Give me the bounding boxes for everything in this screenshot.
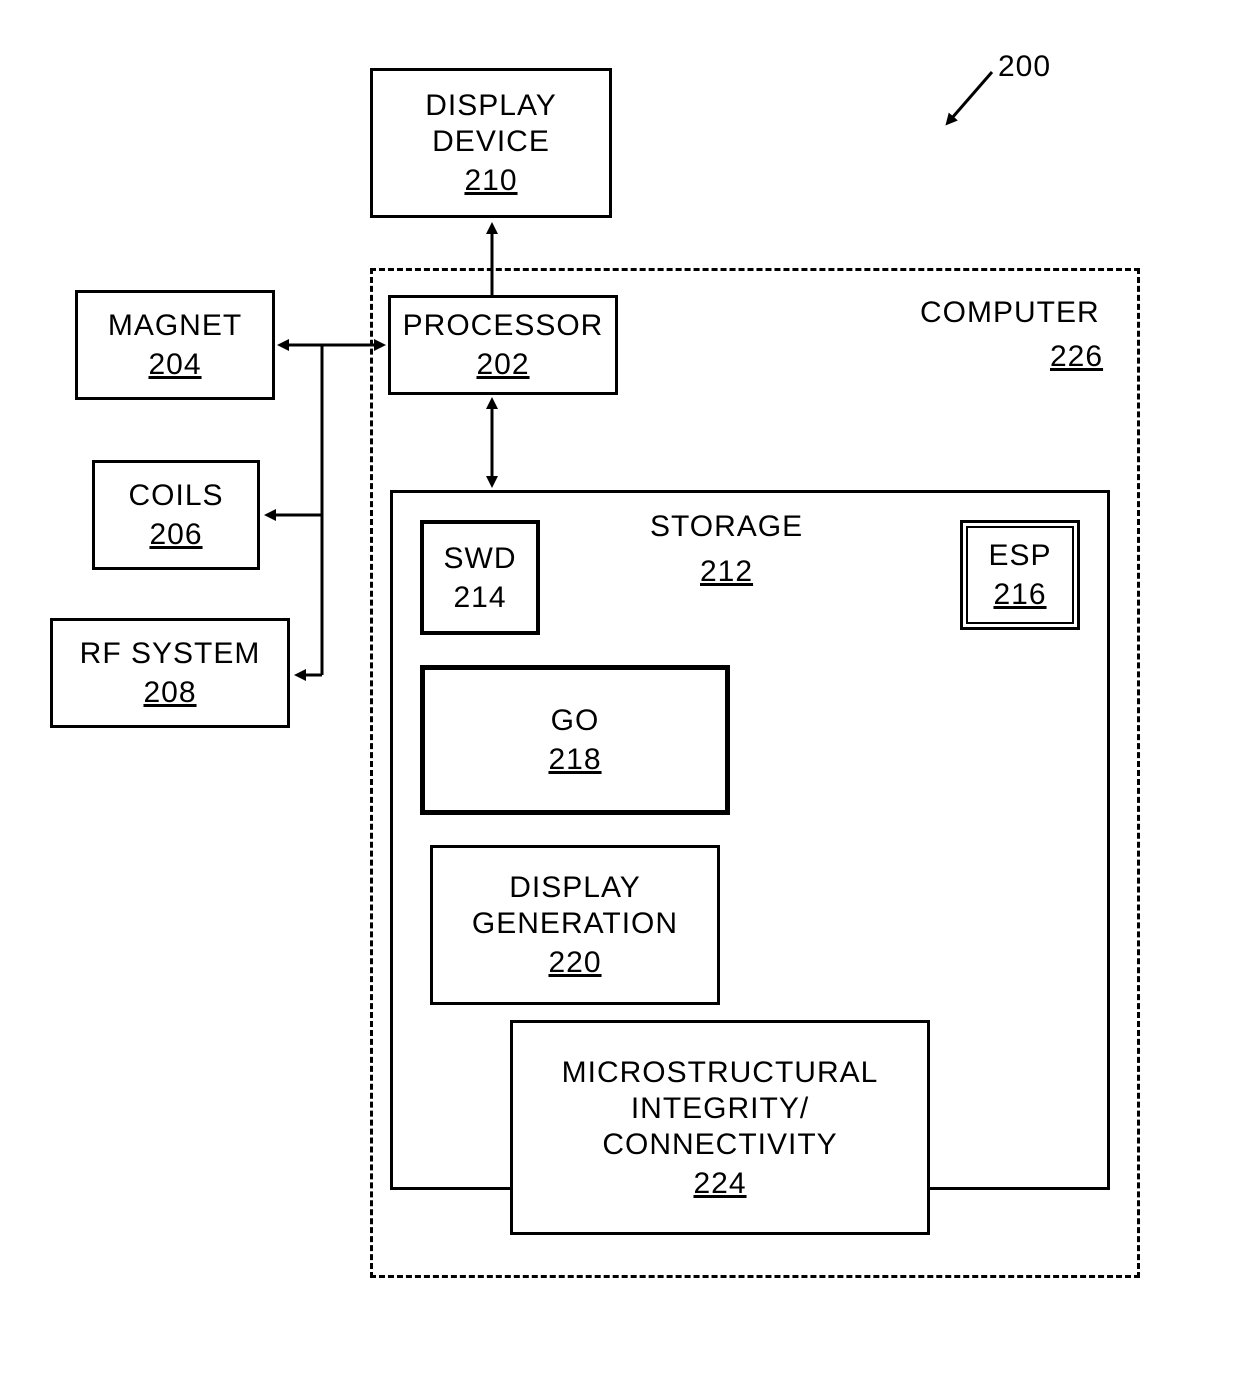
node-ref: 210 bbox=[464, 164, 517, 198]
callout-arrow bbox=[952, 72, 992, 118]
node-swd: SWD 214 bbox=[420, 520, 540, 635]
node-microstructural: MICROSTRUCTURAL INTEGRITY/ CONNECTIVITY … bbox=[510, 1020, 930, 1235]
node-label: GO bbox=[551, 703, 600, 739]
node-label: COILS bbox=[128, 478, 223, 514]
node-go: GO 218 bbox=[420, 665, 730, 815]
node-ref: 204 bbox=[148, 348, 201, 382]
computer-ref: 226 bbox=[1050, 340, 1103, 374]
node-label: SWD bbox=[444, 541, 517, 577]
node-label: RF SYSTEM bbox=[80, 636, 261, 672]
node-label: MAGNET bbox=[108, 308, 242, 344]
node-label: DISPLAY GENERATION bbox=[441, 870, 709, 942]
node-display-generation: DISPLAY GENERATION 220 bbox=[430, 845, 720, 1005]
node-label: MICROSTRUCTURAL INTEGRITY/ CONNECTIVITY bbox=[521, 1055, 919, 1163]
node-ref: 214 bbox=[453, 581, 506, 615]
diagram-canvas: 200 DISPLAY DEVICE 210 MAGNET 204 COILS … bbox=[0, 0, 1240, 1386]
node-processor: PROCESSOR 202 bbox=[388, 295, 618, 395]
node-ref: 216 bbox=[993, 578, 1046, 612]
computer-label: COMPUTER bbox=[920, 296, 1100, 330]
node-magnet: MAGNET 204 bbox=[75, 290, 275, 400]
node-label: DISPLAY DEVICE bbox=[381, 88, 601, 160]
node-esp: ESP 216 bbox=[960, 520, 1080, 630]
storage-label: STORAGE bbox=[650, 510, 803, 544]
node-ref: 202 bbox=[476, 348, 529, 382]
storage-ref: 212 bbox=[700, 555, 753, 589]
node-label: PROCESSOR bbox=[403, 308, 604, 344]
node-rf-system: RF SYSTEM 208 bbox=[50, 618, 290, 728]
node-ref: 220 bbox=[548, 946, 601, 980]
figure-ref-200: 200 bbox=[998, 50, 1051, 84]
node-label: ESP bbox=[988, 538, 1051, 574]
node-ref: 224 bbox=[693, 1167, 746, 1201]
node-display-device: DISPLAY DEVICE 210 bbox=[370, 68, 612, 218]
node-ref: 206 bbox=[149, 518, 202, 552]
node-ref: 218 bbox=[548, 743, 601, 777]
node-coils: COILS 206 bbox=[92, 460, 260, 570]
node-ref: 208 bbox=[143, 676, 196, 710]
